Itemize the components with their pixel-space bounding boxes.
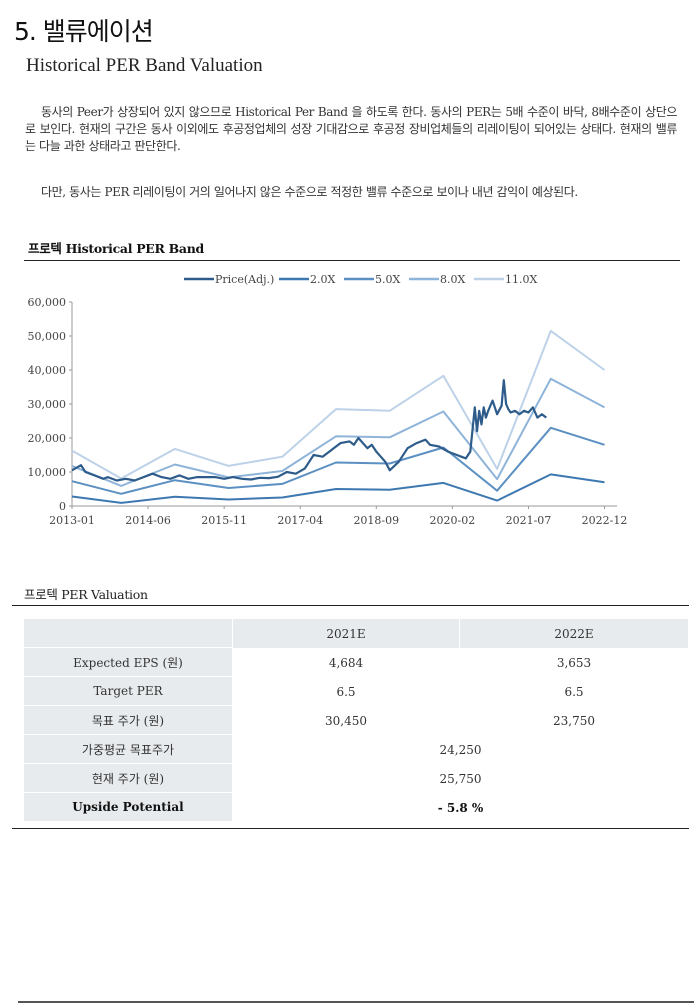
y-tick-label: 50,000 <box>28 330 67 343</box>
table-header-row: 2021E 2022E <box>24 619 688 648</box>
x-tick-label: 2013-01 <box>49 514 95 527</box>
series-line-price <box>71 379 547 482</box>
header-2022e: 2022E <box>460 619 688 648</box>
chart-title: 프로텍 Historical PER Band <box>28 241 204 256</box>
row-label-target-price: 목표 주가 (원) <box>24 706 232 735</box>
row-label-current-price: 현재 주가 (원) <box>24 764 232 793</box>
series-line-band5 <box>71 426 605 495</box>
legend-label-price: Price(Adj.) <box>215 273 274 286</box>
x-tick-label: 2018-09 <box>353 514 399 527</box>
table-row: Expected EPS (원) 4,684 3,653 <box>24 648 688 677</box>
row-label-upside: Upside Potential <box>24 793 232 822</box>
table-row: Target PER 6.5 6.5 <box>24 677 688 706</box>
target-price-2022e: 23,750 <box>553 713 595 728</box>
table-row: 목표 주가 (원) 30,450 23,750 <box>24 706 688 735</box>
paragraph-2: 다만, 동사는 PER 리레이팅이 거의 일어나지 않은 수준으로 적정한 밸류… <box>41 185 578 199</box>
valuation-bottom-rule <box>12 828 689 829</box>
valuation-title: 프로텍 PER Valuation <box>24 587 148 602</box>
x-tick-label: 2015-11 <box>201 514 247 527</box>
valuation-table: 2021E 2022E Expected EPS (원) 4,684 3,653… <box>24 619 688 822</box>
y-tick-label: 40,000 <box>28 364 67 377</box>
header-label-cell <box>24 619 232 648</box>
y-tick-label: 0 <box>59 500 66 513</box>
y-tick-label: 60,000 <box>28 296 67 309</box>
target-per-2022e: 6.5 <box>564 684 584 699</box>
x-tick-label: 2021-07 <box>506 514 552 527</box>
y-tick-label: 20,000 <box>28 432 67 445</box>
series-line-band11 <box>71 329 606 480</box>
x-tick-label: 2014-06 <box>125 514 171 527</box>
y-tick-label: 10,000 <box>28 466 67 479</box>
current-price-value: 25,750 <box>439 771 482 786</box>
chart-title-rule <box>24 260 680 261</box>
weighted-target-value: 24,250 <box>439 742 482 757</box>
target-per-2021e: 6.5 <box>336 684 356 699</box>
eps-2021e: 4,684 <box>328 655 364 670</box>
x-tick-label: 2020-02 <box>430 514 476 527</box>
target-price-2021e: 30,450 <box>325 713 367 728</box>
legend-label-band11: 11.0X <box>505 273 537 286</box>
series-line-band8 <box>71 377 605 487</box>
legend-label-band8: 8.0X <box>440 273 465 286</box>
upside-value: - 5.8 % <box>437 800 484 815</box>
table-row: Upside Potential - 5.8 % <box>24 793 688 822</box>
table-row: 가중평균 목표주가 24,250 <box>24 735 688 764</box>
row-label-target-per: Target PER <box>24 677 232 706</box>
per-band-chart: 0 10,000 20,000 30,000 40,000 50,000 60,000 201… <box>28 273 628 527</box>
legend-label-band5: 5.0X <box>375 273 400 286</box>
eps-2022e: 3,653 <box>556 655 592 670</box>
paragraph-1: 동사의 Peer가 상장되어 있지 않으므로 Historical Per Ba… <box>25 105 677 153</box>
subtitle: Historical PER Band Valuation <box>26 55 263 76</box>
x-tick-label: 2017-04 <box>277 514 323 527</box>
valuation-top-rule <box>12 605 689 606</box>
row-label-weighted-target: 가중평균 목표주가 <box>24 735 232 764</box>
legend-label-band2: 2.0X <box>310 273 335 286</box>
footer-rule <box>18 1001 694 1003</box>
header-2021e: 2021E <box>233 619 459 648</box>
section-title: 5. 밸류에이션 <box>14 17 154 46</box>
series-line-band2 <box>71 473 605 504</box>
y-tick-label: 30,000 <box>28 398 67 411</box>
x-tick-label: 2022-12 <box>582 514 628 527</box>
row-label-eps: Expected EPS (원) <box>24 648 232 677</box>
table-row: 현재 주가 (원) 25,750 <box>24 764 688 793</box>
